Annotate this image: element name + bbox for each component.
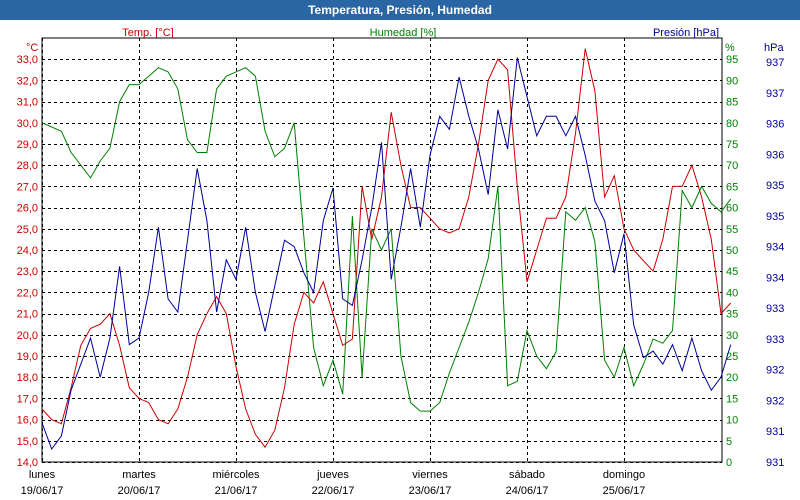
temp-tick-label: 20,0: [17, 330, 38, 342]
temp-tick-label: 27,0: [17, 181, 38, 193]
temp-tick-label: 32,0: [17, 75, 38, 87]
hum-tick-labels: 0 5 10 15 20 25 30 35 40 45 50 55 60 65 70 75 80 85 90 95: [726, 54, 738, 469]
hum-tick-label: 75: [726, 139, 738, 151]
hum-tick-label: 5: [726, 436, 732, 448]
hum-axis-title: Humedad [%]: [370, 27, 437, 39]
x-tick-day-name: martes: [122, 469, 156, 481]
x-tick-day-name: domingo: [603, 469, 645, 481]
temp-tick-label: 18,0: [17, 372, 38, 384]
hum-tick-label: 45: [726, 266, 738, 278]
temp-tick-label: 24,0: [17, 245, 38, 257]
series-line-hum: [41, 67, 732, 412]
hum-tick-label: 20: [726, 372, 738, 384]
temp-tick-label: 25,0: [17, 224, 38, 236]
x-tick-day-name: viernes: [412, 469, 448, 481]
pres-tick-label: 931: [766, 457, 784, 469]
pres-tick-label: 935: [766, 180, 784, 192]
hum-tick-label: 95: [726, 54, 738, 66]
hum-tick-label: 30: [726, 330, 738, 342]
chart-title: Temperatura, Presión, Humedad: [0, 0, 800, 20]
temp-tick-label: 22,0: [17, 287, 38, 299]
x-tick-day-name: sábado: [509, 469, 545, 481]
temp-tick-label: 14,0: [17, 457, 38, 469]
pres-tick-label: 937: [766, 57, 784, 69]
hum-tick-label: 40: [726, 287, 738, 299]
pres-tick-label: 933: [766, 334, 784, 346]
temp-tick-label: 33,0: [17, 54, 38, 66]
pres-tick-label: 933: [766, 303, 784, 315]
hum-tick-label: 15: [726, 393, 738, 405]
pres-axis-title: Presión [hPa]: [653, 27, 719, 39]
temp-tick-label: 21,0: [17, 309, 38, 321]
temp-unit-label: °C: [26, 42, 38, 54]
pres-tick-label: 932: [766, 395, 784, 407]
x-tick-day-name: jueves: [316, 469, 349, 481]
temp-tick-label: 30,0: [17, 118, 38, 130]
hum-tick-label: 35: [726, 309, 738, 321]
hum-tick-label: 65: [726, 181, 738, 193]
x-tick-date: 22/06/17: [312, 485, 355, 497]
hum-tick-label: 60: [726, 203, 738, 215]
temp-tick-labels: 14,0 15,0 16,0 17,0 18,0 19,0 20,0 21,0 22,0 23,0…: [17, 54, 38, 469]
temp-tick-label: 16,0: [17, 415, 38, 427]
hum-tick-label: 25: [726, 351, 738, 363]
temp-tick-label: 28,0: [17, 160, 38, 172]
pres-tick-label: 932: [766, 365, 784, 377]
temp-tick-label: 26,0: [17, 203, 38, 215]
hum-tick-label: 55: [726, 224, 738, 236]
temp-tick-label: 15,0: [17, 436, 38, 448]
x-tick-day-name: miércoles: [212, 469, 260, 481]
x-tick-date: 23/06/17: [409, 485, 452, 497]
series-line-pres: [41, 57, 732, 451]
hum-unit-label: %: [725, 42, 735, 54]
pres-tick-label: 934: [766, 272, 784, 284]
pres-tick-label: 934: [766, 242, 784, 254]
pres-unit-label: hPa: [764, 42, 784, 54]
hum-tick-label: 50: [726, 245, 738, 257]
pres-tick-label: 935: [766, 211, 784, 223]
hum-tick-label: 0: [726, 457, 732, 469]
temp-tick-label: 23,0: [17, 266, 38, 278]
x-tick-date: 21/06/17: [215, 485, 258, 497]
hum-tick-label: 90: [726, 75, 738, 87]
x-tick-date: 25/06/17: [603, 485, 646, 497]
temp-tick-label: 29,0: [17, 139, 38, 151]
temp-axis-title: Temp. [°C]: [122, 27, 173, 39]
pres-tick-label: 936: [766, 119, 784, 131]
x-tick-date: 19/06/17: [21, 485, 64, 497]
hum-tick-label: 10: [726, 415, 738, 427]
x-tick-date: 24/06/17: [506, 485, 549, 497]
temp-tick-label: 31,0: [17, 97, 38, 109]
x-tick-labels: lunes 19/06/17 martes 20/06/17 miércoles 21/0…: [21, 469, 646, 497]
temp-tick-label: 19,0: [17, 351, 38, 363]
pres-tick-label: 936: [766, 149, 784, 161]
pres-tick-label: 931: [766, 426, 784, 438]
hum-tick-label: 80: [726, 118, 738, 130]
series-line-temp: [41, 48, 732, 449]
pres-tick-label: 937: [766, 88, 784, 100]
series-layer: [41, 48, 732, 451]
grid: [41, 37, 723, 463]
pres-tick-labels: 931 931 932 932 933 933 934 934 935 935 936 936 937 9…: [766, 57, 784, 469]
hum-tick-label: 85: [726, 97, 738, 109]
x-tick-day-name: lunes: [29, 469, 56, 481]
x-tick-date: 20/06/17: [118, 485, 161, 497]
temp-tick-label: 17,0: [17, 393, 38, 405]
hum-tick-label: 70: [726, 160, 738, 172]
